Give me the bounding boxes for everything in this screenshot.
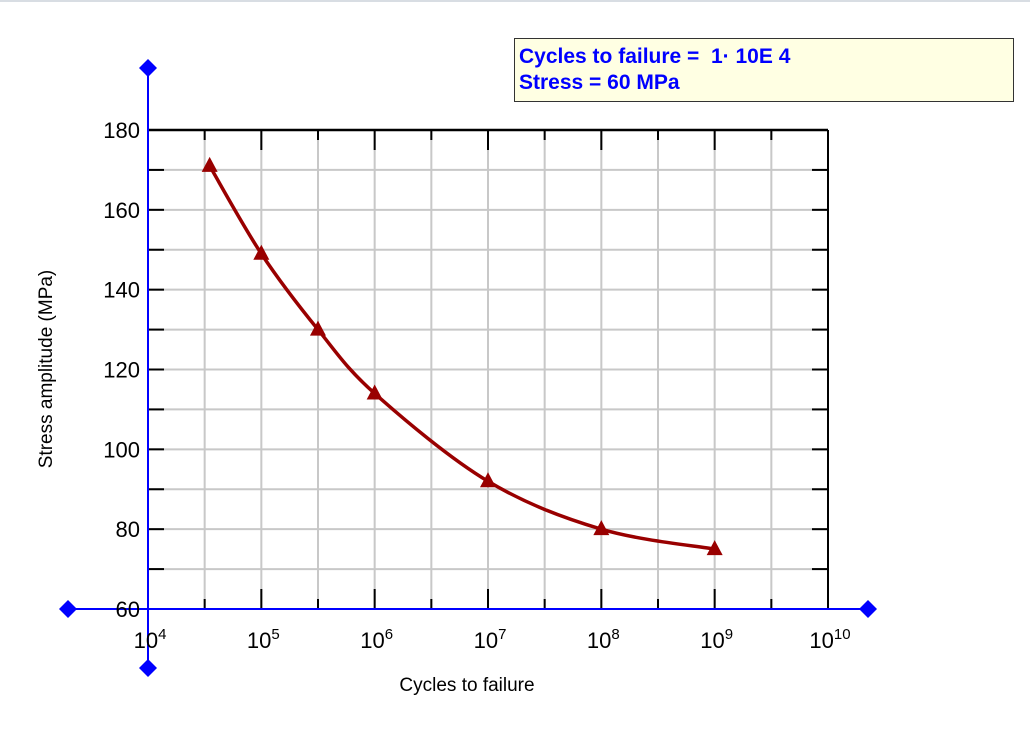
data-point-triangle bbox=[593, 520, 610, 536]
x-tick-label: 106 bbox=[360, 626, 393, 653]
readout-stress: Stress = 60 MPa bbox=[519, 71, 680, 94]
cursor-handle[interactable] bbox=[139, 59, 157, 77]
cursor-readout-box: Cycles to failure = 1· 10E 4 Stress = 60… bbox=[514, 38, 1014, 102]
y-tick-label: 80 bbox=[116, 517, 140, 542]
data-point-triangle bbox=[706, 540, 723, 556]
x-tick-label: 104 bbox=[134, 626, 167, 653]
x-tick-label: 1010 bbox=[809, 626, 850, 653]
y-axis-label: Stress amplitude (MPa) bbox=[36, 270, 57, 469]
series-curve bbox=[208, 165, 715, 551]
y-tick-label: 140 bbox=[103, 278, 140, 303]
y-tick-label: 60 bbox=[116, 597, 140, 622]
x-tick-label: 107 bbox=[474, 626, 507, 653]
data-points bbox=[201, 156, 723, 556]
data-point-triangle bbox=[309, 320, 326, 336]
x-tick-label: 105 bbox=[247, 626, 280, 653]
ticks bbox=[148, 129, 828, 610]
data-point-triangle bbox=[253, 244, 270, 260]
x-tick-label: 109 bbox=[700, 626, 733, 653]
data-point-triangle bbox=[366, 384, 383, 400]
y-tick-label: 160 bbox=[103, 198, 140, 223]
series-line bbox=[208, 165, 715, 551]
cursor-handle[interactable] bbox=[139, 659, 157, 677]
x-tick-label: 108 bbox=[587, 626, 620, 653]
cursor-handle[interactable] bbox=[859, 600, 877, 618]
data-point-triangle bbox=[480, 472, 496, 488]
tick-labels: 60 80 100 120 140 160 180 104 105 106 107 108 109 101… bbox=[103, 118, 850, 653]
x-axis-label: Cycles to failure bbox=[399, 675, 534, 696]
data-point-triangle bbox=[201, 156, 218, 172]
grid bbox=[148, 130, 828, 609]
y-tick-label: 100 bbox=[103, 437, 140, 462]
readout-cycles: Cycles to failure = 1· 10E 4 bbox=[519, 45, 791, 68]
cursor-handle[interactable] bbox=[59, 600, 77, 618]
y-tick-label: 180 bbox=[103, 118, 140, 143]
crosshair-cursor bbox=[59, 59, 877, 677]
window-top-border bbox=[0, 0, 1030, 2]
y-tick-label: 120 bbox=[103, 358, 140, 383]
